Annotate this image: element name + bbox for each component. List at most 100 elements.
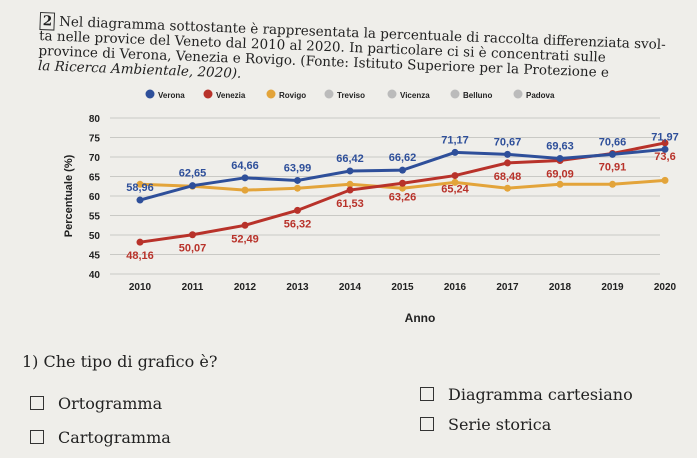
data-label: 71,97: [651, 131, 679, 143]
data-point: [346, 180, 354, 188]
y-tick-label: 55: [89, 212, 101, 223]
option-cartogramma[interactable]: Cartogramma: [30, 428, 171, 447]
data-point: [504, 184, 511, 192]
x-tick-label: 2019: [601, 282, 624, 293]
legend-marker: [266, 89, 276, 99]
data-label: 58,96: [126, 182, 154, 194]
option-label: Serie storica: [448, 415, 552, 434]
data-point: [504, 150, 511, 158]
question-title: 1) Che tipo di grafico è?: [22, 352, 218, 371]
data-label: 70,67: [494, 136, 522, 148]
legend-label: Venezia: [216, 91, 246, 100]
line-chart: 40 45 50 55 60 65 70 75 80 2010 2011 2012 2013 2014 20…: [63, 89, 679, 325]
x-tick-label: 2010: [129, 282, 152, 293]
data-point: [294, 206, 301, 214]
data-label: 62,65: [179, 168, 207, 180]
data-point: [451, 178, 459, 186]
data-point: [294, 184, 301, 192]
data-label: 70,66: [599, 136, 627, 148]
data-point: [661, 176, 669, 184]
legend-label: Verona: [158, 91, 185, 100]
x-tick-label: 2018: [549, 282, 572, 293]
legend-marker: [145, 89, 155, 99]
data-point: [241, 174, 249, 182]
data-label: 70,91: [599, 161, 627, 173]
checkbox[interactable]: [420, 417, 434, 431]
option-ortogramma[interactable]: Ortogramma: [30, 394, 162, 413]
data-point: [189, 231, 196, 239]
data-label: 61,53: [336, 198, 364, 210]
data-point: [346, 167, 354, 175]
data-label: 50,07: [179, 243, 207, 255]
data-label: 65,24: [441, 184, 469, 196]
data-point: [136, 196, 144, 204]
data-point: [346, 186, 354, 194]
y-tick-label: 50: [89, 231, 101, 242]
y-tick-label: 60: [89, 192, 101, 203]
y-tick-label: 65: [89, 173, 101, 184]
x-axis-label: Anno: [405, 311, 436, 325]
data-point: [189, 182, 196, 190]
y-tick-label: 70: [89, 153, 101, 164]
data-point: [241, 186, 249, 194]
data-point: [399, 184, 406, 192]
x-tick-label: 2012: [234, 282, 257, 293]
data-label: 66,62: [389, 152, 417, 164]
data-point: [241, 221, 249, 229]
data-label: 68,48: [494, 171, 522, 183]
data-label: 73,6: [654, 151, 675, 163]
data-label: 56,32: [284, 218, 312, 230]
option-label: Ortogramma: [58, 394, 163, 413]
option-label: Diagramma cartesiano: [448, 385, 633, 404]
option-label: Cartogramma: [58, 428, 171, 447]
data-point: [609, 150, 616, 158]
data-label: 52,49: [231, 233, 259, 245]
checkbox[interactable]: [420, 387, 434, 401]
y-tick-label: 45: [89, 251, 101, 262]
data-label: 48,16: [126, 250, 154, 262]
legend-marker: [450, 89, 460, 99]
y-tick-label: 80: [89, 114, 101, 125]
y-tick-label: 75: [89, 134, 101, 145]
legend-label: Treviso: [337, 91, 365, 100]
x-tick-label: 2014: [339, 282, 362, 293]
data-point: [399, 179, 406, 187]
y-axis-label: Percentuale (%): [63, 154, 75, 237]
data-point: [661, 139, 669, 147]
data-label: 63,26: [389, 191, 417, 203]
legend-label: Rovigo: [279, 91, 306, 100]
data-label: 69,63: [546, 140, 574, 152]
data-label: 71,17: [441, 134, 469, 146]
x-tick-label: 2017: [496, 282, 519, 293]
x-tick-label: 2015: [391, 282, 414, 293]
data-point: [556, 180, 564, 188]
data-point: [451, 172, 459, 180]
data-point: [451, 148, 459, 156]
data-point: [136, 180, 144, 188]
x-tick-label: 2020: [654, 282, 677, 293]
legend-label: Belluno: [463, 91, 492, 100]
legend-marker: [387, 89, 397, 99]
data-point: [609, 180, 616, 188]
x-tick-label: 2011: [182, 282, 204, 293]
data-label: 63,99: [284, 162, 312, 174]
legend-label: Vicenza: [400, 91, 430, 100]
y-tick-label: 40: [89, 270, 101, 281]
legend-marker: [324, 89, 334, 99]
data-point: [661, 145, 669, 153]
checkbox[interactable]: [30, 396, 44, 410]
data-label: 66,42: [336, 153, 364, 165]
data-point: [136, 238, 144, 246]
data-point: [399, 166, 406, 174]
legend-marker: [203, 89, 213, 99]
x-tick-label: 2016: [444, 282, 467, 293]
option-diagramma-cartesiano[interactable]: Diagramma cartesiano: [420, 385, 633, 404]
x-tick-label: 2013: [286, 282, 309, 293]
option-serie-storica[interactable]: Serie storica: [420, 415, 551, 434]
data-point: [504, 159, 511, 167]
checkbox[interactable]: [30, 430, 44, 444]
data-label: 64,66: [231, 160, 259, 172]
legend-label: Padova: [526, 91, 555, 100]
data-point: [556, 154, 564, 162]
